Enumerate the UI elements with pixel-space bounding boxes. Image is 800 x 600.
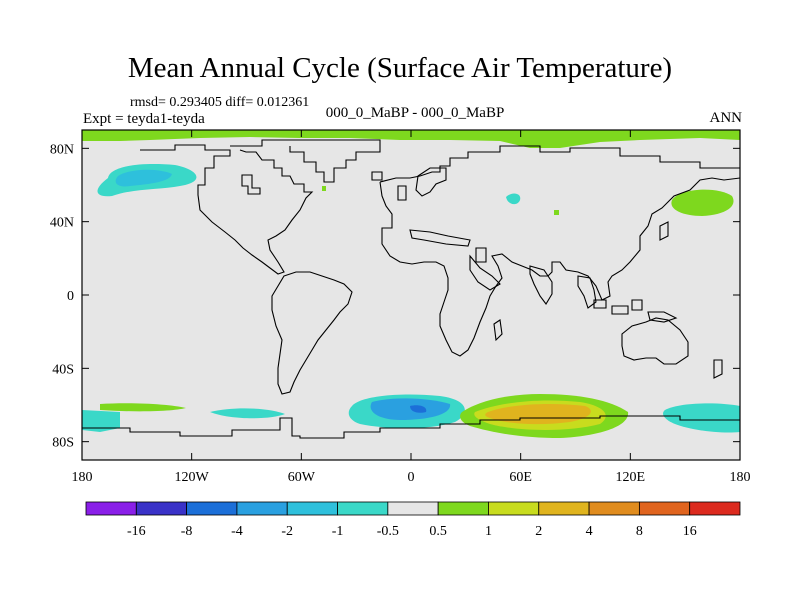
coastline-mediterranean — [409, 229, 471, 247]
x-tick-label: 0 — [408, 470, 415, 485]
anomaly-south-mid-pacific — [210, 408, 285, 419]
coastline-north-america — [140, 144, 314, 275]
colorbar-swatch — [689, 501, 741, 516]
coastline-new-zealand — [713, 359, 723, 379]
colorbar-label: -0.5 — [377, 524, 399, 539]
x-tick-label: 180 — [72, 470, 93, 485]
x-tick-label: 60E — [509, 470, 532, 485]
y-tick-label: 0 — [67, 289, 74, 304]
colorbar-label: -4 — [231, 524, 243, 539]
colorbar-swatch — [135, 501, 188, 516]
colorbar-swatch — [236, 501, 288, 516]
x-tick-label: 180 — [730, 470, 751, 485]
coastline-australia — [621, 317, 689, 365]
chart-title: Mean Annual Cycle (Surface Air Temperatu… — [127, 52, 673, 84]
anomaly-south-atlantic-core — [370, 398, 451, 420]
coastline-indonesia — [593, 299, 643, 315]
x-axis: 180 120W 60W 0 60E 120E 180 — [72, 130, 751, 485]
colorbar-swatch — [538, 501, 590, 516]
colorbar-label: 1 — [485, 524, 492, 539]
coastline-japan — [659, 221, 669, 241]
anomaly-south-pacific-green — [100, 403, 186, 412]
anomaly-layer — [82, 130, 740, 438]
anomaly-north-pacific — [671, 189, 734, 216]
coastlines — [82, 139, 740, 439]
colorbar-swatch — [286, 501, 338, 516]
colorbar: -16 -8 -4 -2 -1 -0.5 0.5 1 2 4 8 16 — [85, 501, 741, 539]
experiment-label: Expt = teyda1-teyda — [83, 111, 205, 127]
colorbar-label: -2 — [281, 524, 293, 539]
colorbar-swatch — [337, 501, 389, 516]
colorbar-label: -8 — [181, 524, 193, 539]
anomaly-south-ross — [663, 403, 740, 433]
anomaly-alaska-core — [115, 169, 172, 187]
colorbar-swatch — [638, 501, 691, 516]
y-tick-label: 40S — [52, 362, 74, 377]
colorbar-label: 16 — [683, 524, 697, 539]
y-tick-label: 40N — [50, 216, 74, 231]
coastline-indochina — [577, 275, 597, 309]
y-tick-label: 80N — [50, 142, 74, 157]
coastline-madagascar — [493, 319, 503, 342]
coastline-south-america — [271, 271, 353, 395]
coastline-eurasia-africa — [379, 177, 740, 357]
anomaly-north-polar-band — [82, 130, 740, 148]
coastline-new-guinea — [647, 311, 678, 323]
colorbar-swatch — [186, 501, 238, 516]
colorbar-swatch — [437, 501, 489, 516]
coastline-caspian — [475, 247, 487, 263]
coastline-scandinavia — [415, 167, 447, 197]
anomaly-patch-asia — [554, 210, 559, 215]
coastline-iceland — [371, 171, 383, 181]
colorbar-swatch — [488, 501, 540, 516]
anomaly-patch-europe — [322, 186, 326, 191]
colorbar-label: 8 — [636, 524, 643, 539]
anomaly-patch-atlantic — [506, 193, 521, 205]
y-axis: 80N 40N 0 40S 80S — [50, 142, 740, 451]
colorbar-label: -1 — [332, 524, 344, 539]
colorbar-swatch — [387, 501, 439, 516]
coastline-arabia — [469, 254, 501, 291]
x-tick-label: 120W — [175, 470, 210, 485]
season-label: ANN — [709, 110, 743, 126]
anomaly-south-atlantic-deep — [410, 405, 427, 413]
colorbar-label: 0.5 — [429, 524, 447, 539]
coastline-greenland — [230, 139, 381, 183]
coastline-india — [529, 265, 553, 305]
coastline-antarctica — [82, 415, 740, 439]
x-tick-label: 60W — [288, 470, 316, 485]
coastline-hudson-bay — [241, 174, 261, 195]
colorbar-label: -16 — [127, 524, 146, 539]
y-tick-label: 80S — [52, 436, 74, 451]
coastline-british-isles — [397, 185, 407, 201]
x-tick-label: 120E — [616, 470, 646, 485]
period-label: 000_0_MaBP - 000_0_MaBP — [325, 105, 505, 121]
coastline-arctic-eurasia — [379, 145, 740, 183]
stats-label: rmsd= 0.293405 diff= 0.012361 — [130, 95, 310, 110]
anomaly-south-west-pacific — [82, 410, 120, 432]
colorbar-label: 4 — [586, 524, 593, 539]
colorbar-swatch — [85, 501, 137, 516]
anomaly-south-indian-4 — [485, 404, 591, 425]
colorbar-label: 2 — [535, 524, 542, 539]
colorbar-swatch — [588, 501, 640, 516]
